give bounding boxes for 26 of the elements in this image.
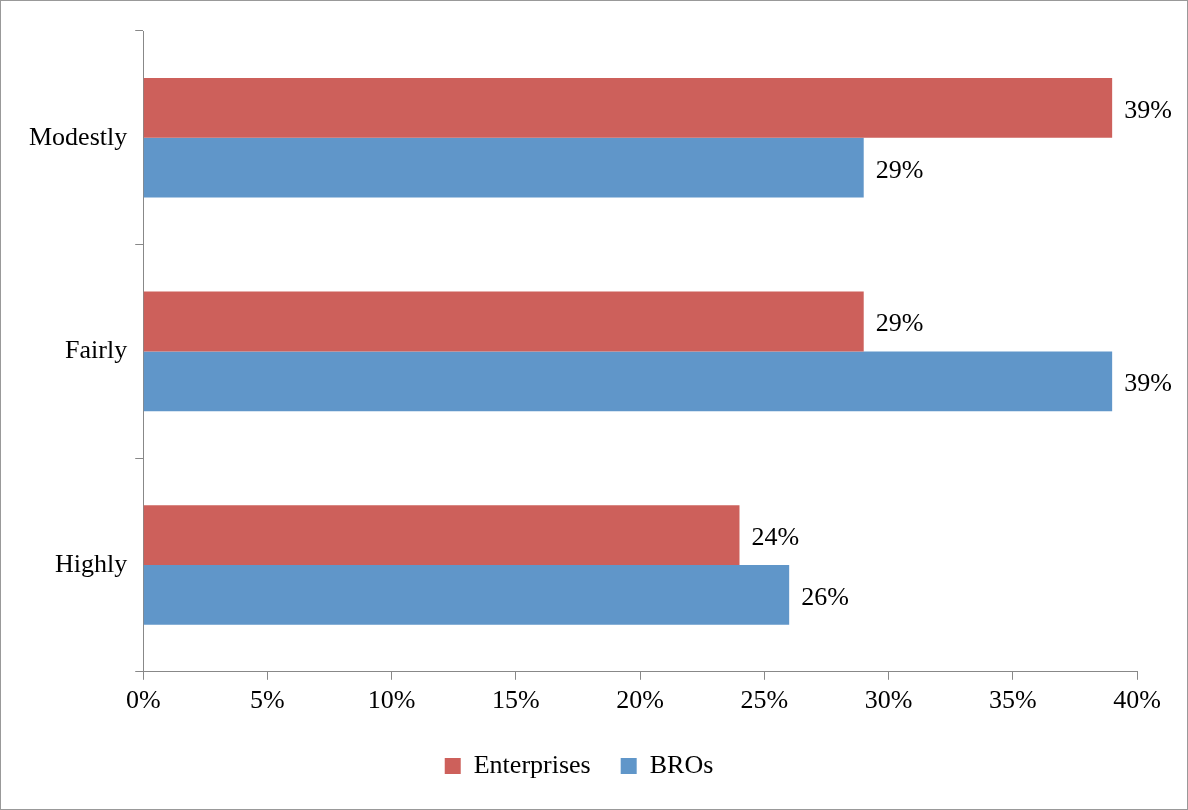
x-tick-label: 25% — [740, 685, 789, 715]
x-tick-label: 30% — [864, 685, 913, 715]
x-tick-label: 40% — [1113, 685, 1161, 715]
data-label: 39% — [1124, 94, 1172, 124]
x-tick-label: 10% — [367, 685, 416, 715]
bar — [143, 505, 740, 565]
legend-label: BROs — [649, 749, 714, 779]
bar — [143, 351, 1113, 412]
x-tick-label: 20% — [616, 685, 664, 715]
bar — [143, 291, 864, 352]
y-tick-label: Highly — [54, 548, 128, 578]
x-tick-label: 35% — [988, 685, 1037, 715]
x-tick-label: 0% — [125, 685, 161, 715]
legend-label: Enterprises — [473, 749, 591, 779]
bar — [143, 77, 1113, 138]
data-label: 29% — [875, 154, 924, 184]
y-tick-label: Fairly — [65, 335, 128, 365]
x-tick-label: 15% — [492, 685, 540, 715]
data-label: 29% — [875, 308, 924, 338]
data-label: 39% — [1124, 368, 1172, 398]
bar — [143, 565, 790, 625]
bar — [143, 137, 864, 198]
data-label: 24% — [751, 521, 800, 551]
x-tick-label: 5% — [250, 685, 285, 715]
y-tick-label: Modestly — [28, 121, 128, 151]
data-label: 26% — [801, 581, 849, 611]
